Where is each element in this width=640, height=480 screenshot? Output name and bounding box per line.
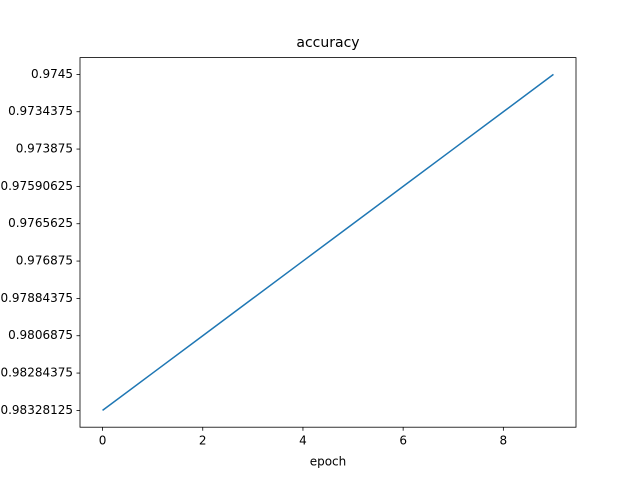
y-tick-label: 0.9745 xyxy=(31,67,73,81)
chart-title: accuracy xyxy=(296,35,359,51)
y-tick-label: 0.97884375 xyxy=(0,291,73,305)
y-tick-label: 0.976875 xyxy=(16,254,73,268)
line-series xyxy=(102,73,554,412)
y-tick-label: 0.9806875 xyxy=(8,328,73,342)
x-tick-label: 6 xyxy=(399,434,407,448)
x-tick-label: 0 xyxy=(99,434,107,448)
y-tick-label: 0.973875 xyxy=(16,142,73,156)
y-tick-label: 0.9765625 xyxy=(8,216,73,230)
y-tick-label: 0.97590625 xyxy=(0,179,73,193)
y-tick-label: 0.98328125 xyxy=(0,403,73,417)
x-axis-label: epoch xyxy=(310,455,347,469)
y-tick-label: 0.9734375 xyxy=(8,104,73,118)
axes-frame xyxy=(79,57,577,428)
x-tick-label: 8 xyxy=(500,434,508,448)
x-tick-label: 2 xyxy=(199,434,207,448)
x-tick-label: 4 xyxy=(299,434,307,448)
y-tick-label: 0.98284375 xyxy=(0,366,73,380)
